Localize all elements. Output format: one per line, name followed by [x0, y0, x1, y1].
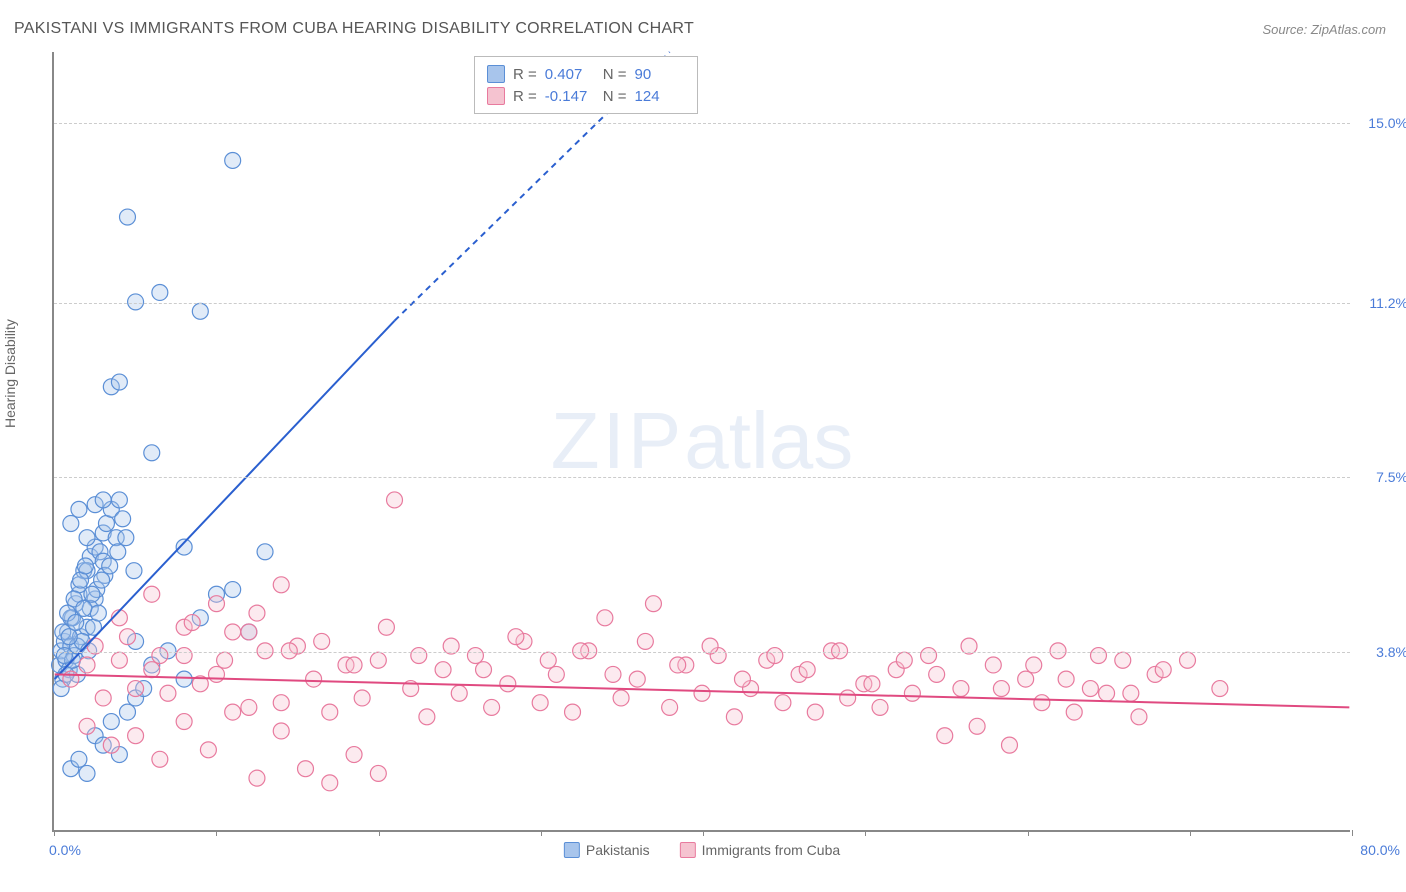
- x-tick: [1352, 830, 1353, 836]
- x-tick: [379, 830, 380, 836]
- legend-label-1: Pakistanis: [586, 842, 650, 858]
- chart-container: PAKISTANI VS IMMIGRANTS FROM CUBA HEARIN…: [0, 0, 1406, 892]
- x-tick: [1028, 830, 1029, 836]
- gridline: [54, 123, 1350, 124]
- y-axis-label: Hearing Disability: [2, 319, 18, 428]
- stats-swatch-2: [487, 87, 505, 105]
- plot-svg: [54, 52, 1350, 830]
- plot-area: ZIPatlas R = 0.407 N = 90 R = -0.147 N =…: [52, 52, 1350, 832]
- stats-r-1: 0.407: [545, 66, 595, 83]
- legend-swatch-2: [680, 842, 696, 858]
- stats-r-2: -0.147: [545, 88, 595, 105]
- stats-swatch-1: [487, 65, 505, 83]
- x-tick: [865, 830, 866, 836]
- stats-row-2: R = -0.147 N = 124: [487, 85, 685, 107]
- x-tick: [1190, 830, 1191, 836]
- gridline: [54, 652, 1350, 653]
- gridline: [54, 477, 1350, 478]
- stats-n-2: 124: [635, 88, 685, 105]
- x-tick: [703, 830, 704, 836]
- gridline: [54, 303, 1350, 304]
- legend-swatch-1: [564, 842, 580, 858]
- x-tick: [54, 830, 55, 836]
- chart-source: Source: ZipAtlas.com: [1262, 22, 1386, 37]
- x-tick: [541, 830, 542, 836]
- y-tick-label: 3.8%: [1376, 644, 1406, 660]
- x-tick: [216, 830, 217, 836]
- legend-item-2: Immigrants from Cuba: [680, 842, 840, 858]
- chart-title: PAKISTANI VS IMMIGRANTS FROM CUBA HEARIN…: [14, 20, 694, 38]
- x-left-label: 0.0%: [49, 842, 81, 858]
- y-tick-label: 7.5%: [1376, 469, 1406, 485]
- y-tick-label: 15.0%: [1368, 115, 1406, 131]
- stats-n-1: 90: [635, 66, 685, 83]
- y-tick-label: 11.2%: [1369, 295, 1406, 311]
- stats-row-1: R = 0.407 N = 90: [487, 63, 685, 85]
- legend-item-1: Pakistanis: [564, 842, 650, 858]
- legend-label-2: Immigrants from Cuba: [702, 842, 840, 858]
- bottom-legend: Pakistanis Immigrants from Cuba: [564, 842, 840, 858]
- stats-box: R = 0.407 N = 90 R = -0.147 N = 124: [474, 56, 698, 114]
- x-right-label: 80.0%: [1360, 842, 1400, 858]
